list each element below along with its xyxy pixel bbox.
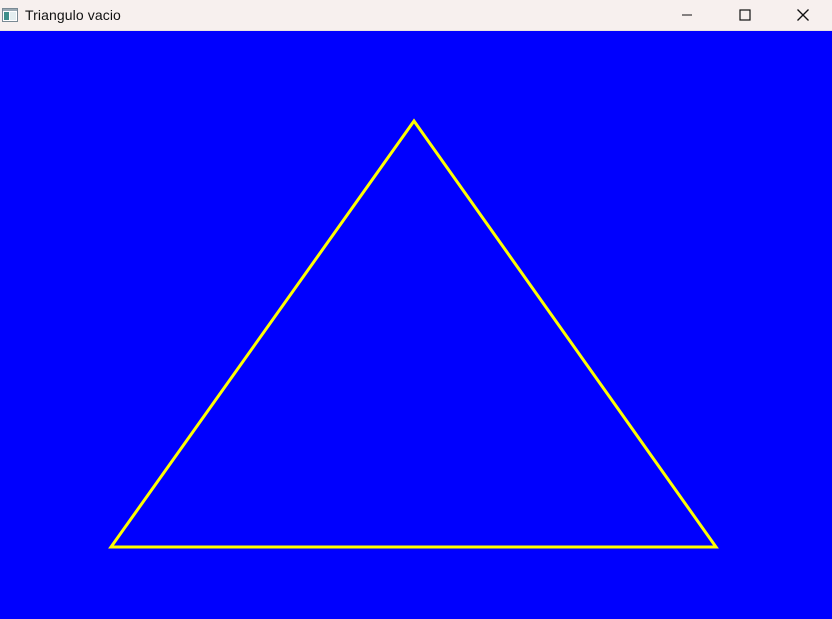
close-button[interactable] (774, 0, 832, 30)
minimize-button[interactable] (658, 0, 716, 30)
title-bar[interactable]: Triangulo vacio (0, 0, 832, 31)
window-controls (658, 0, 832, 30)
window-title: Triangulo vacio (25, 7, 121, 23)
drawing-canvas[interactable] (0, 31, 832, 619)
triangle-outline (108, 118, 719, 549)
maximize-icon (739, 9, 751, 21)
close-icon (797, 9, 809, 21)
canvas-drawing (108, 118, 719, 549)
minimize-icon (682, 14, 692, 16)
app-window-icon[interactable] (2, 8, 18, 22)
maximize-button[interactable] (716, 0, 774, 30)
